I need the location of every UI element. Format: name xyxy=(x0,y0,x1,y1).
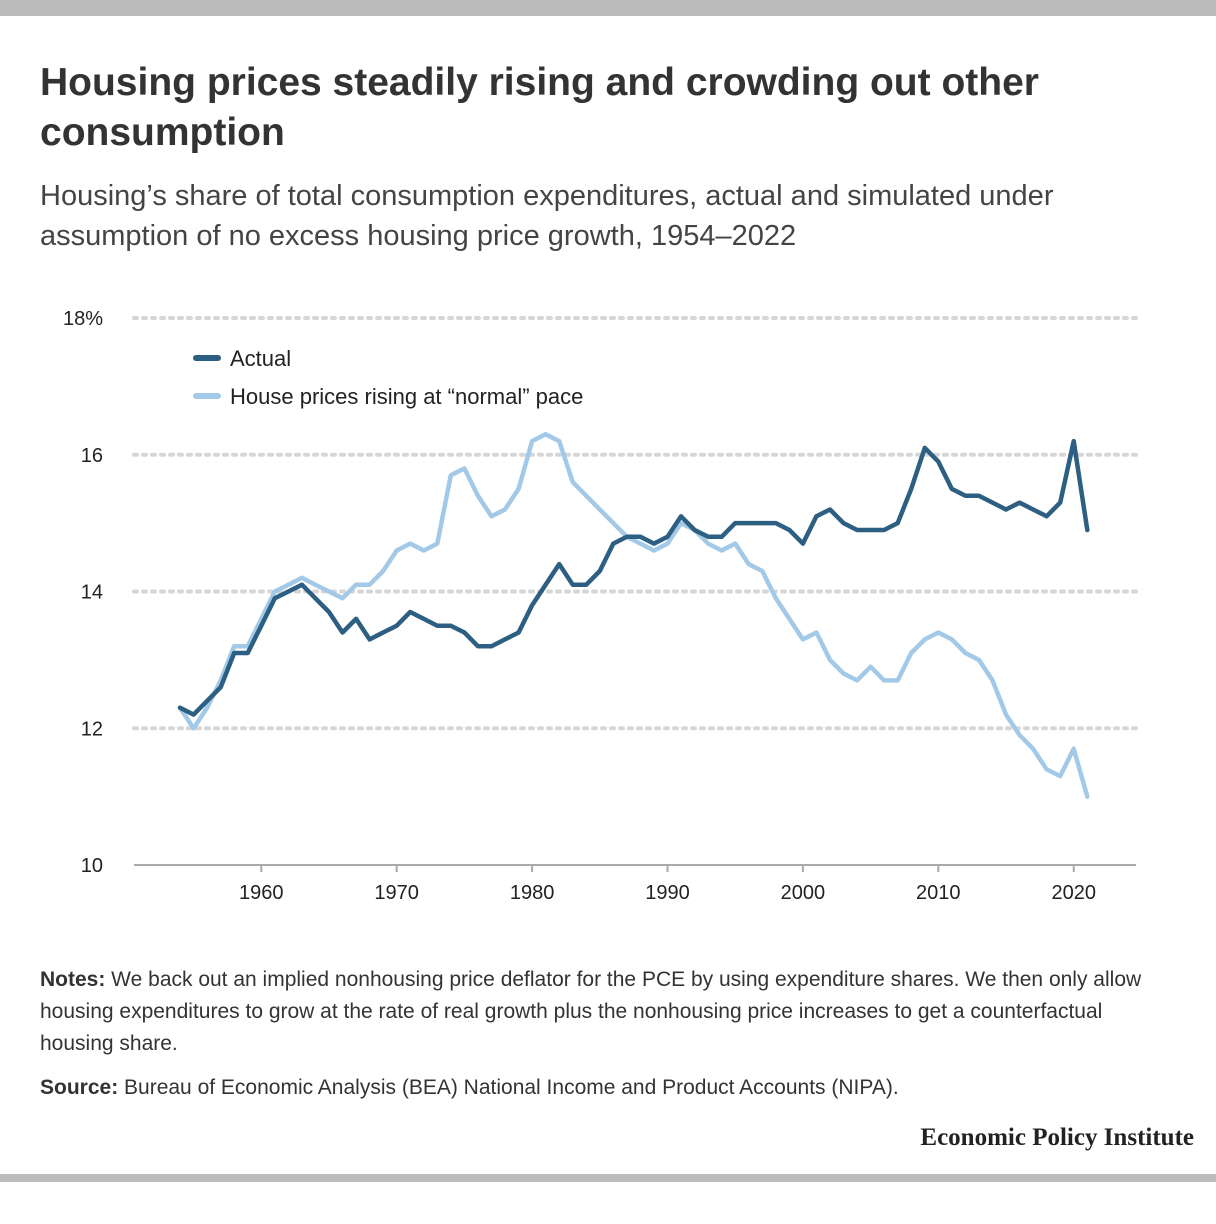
source-text: Bureau of Economic Analysis (BEA) Nation… xyxy=(118,1076,899,1099)
x-tick-label: 1960 xyxy=(239,882,284,904)
y-tick-label: 18% xyxy=(63,308,103,330)
source: Source: Bureau of Economic Analysis (BEA… xyxy=(40,1072,1180,1104)
notes-text: We back out an implied nonhousing price … xyxy=(40,968,1142,1055)
x-tick-label: 1970 xyxy=(374,882,419,904)
legend-label: Actual xyxy=(230,346,291,371)
brand-logo: Economic Policy Institute xyxy=(920,1124,1194,1151)
x-tick-label: 1980 xyxy=(510,882,555,904)
bottom-border xyxy=(0,1174,1216,1182)
y-tick-label: 10 xyxy=(81,855,103,877)
top-border xyxy=(0,0,1216,16)
source-label: Source: xyxy=(40,1076,119,1099)
series-line-actual xyxy=(177,438,1090,717)
notes-label: Notes: xyxy=(40,968,106,991)
y-tick-label: 14 xyxy=(81,582,103,604)
series-line-normal-pace xyxy=(177,431,1090,799)
x-axis: 1960 1970 1980 1990 2000 2010 2020 xyxy=(239,865,1096,904)
chart-subtitle: Housing’s share of total consumption exp… xyxy=(40,180,1054,252)
legend-label: House prices rising at “normal” pace xyxy=(230,384,583,409)
y-tick-label: 16 xyxy=(81,445,103,467)
gridlines xyxy=(132,316,1138,866)
chart-title: Housing prices steadily rising and crowd… xyxy=(40,61,1039,154)
x-tick-label: 1990 xyxy=(645,882,690,904)
series-lines xyxy=(177,431,1090,799)
notes: Notes: We back out an implied nonhousing… xyxy=(40,964,1180,1060)
y-tick-label: 12 xyxy=(81,718,103,740)
x-tick-label: 2020 xyxy=(1051,882,1096,904)
x-tick-label: 2000 xyxy=(781,882,826,904)
line-chart: 10 12 14 16 18% 1960 1970 1980 1990 2000 2010 2020… xyxy=(63,308,1138,904)
x-tick-label: 2010 xyxy=(916,882,961,904)
legend: Actual House prices rising at “normal” pa… xyxy=(193,346,583,409)
y-axis: 10 12 14 16 18% xyxy=(63,308,103,877)
